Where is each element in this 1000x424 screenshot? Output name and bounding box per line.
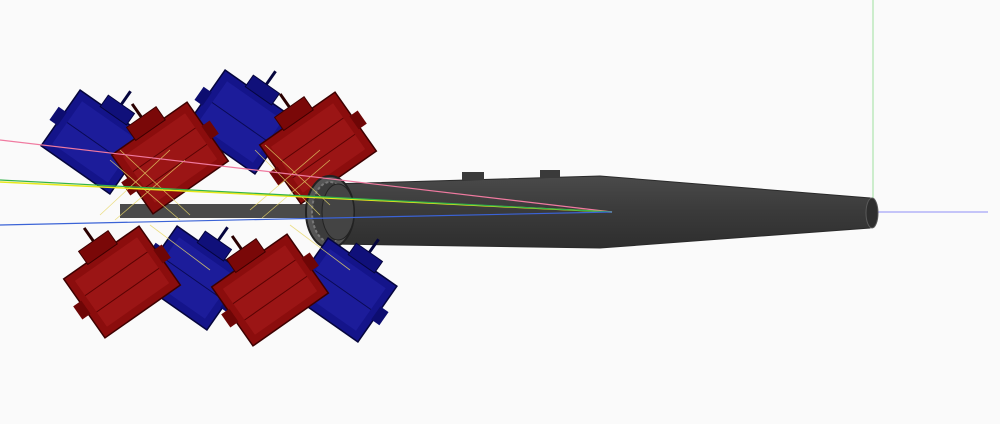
joint-rays — [99, 144, 351, 271]
ray-pink — [0, 139, 613, 213]
hub-gear[interactable] — [305, 175, 355, 249]
ray-green — [0, 179, 613, 213]
connecting-rod — [120, 204, 350, 218]
motor-red-bottom-left[interactable] — [38, 195, 189, 344]
ray-blue — [0, 211, 613, 226]
shaft-end-cap — [865, 197, 879, 229]
shaft-bump — [540, 170, 560, 178]
shaft-bump — [462, 172, 484, 180]
